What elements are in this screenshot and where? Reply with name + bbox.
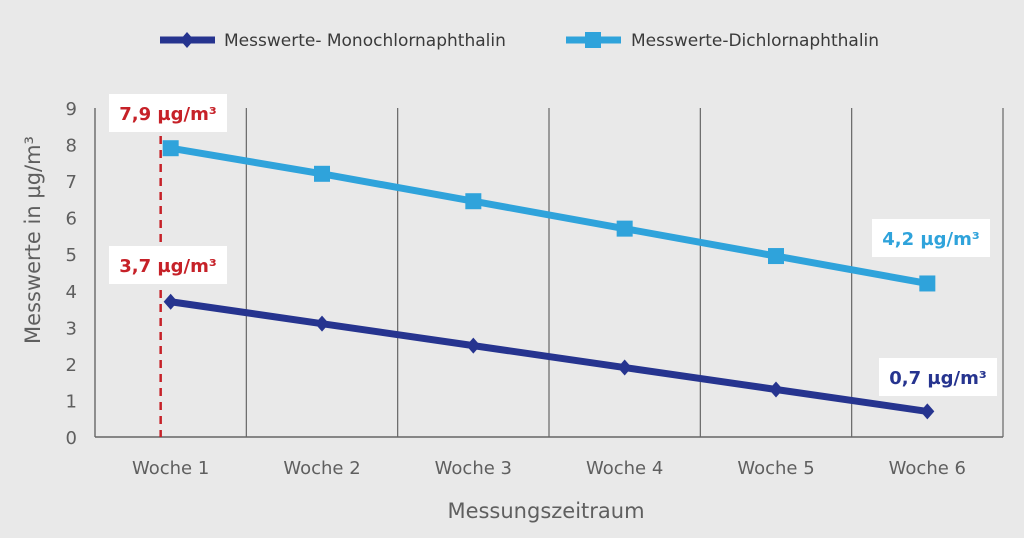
annotation-box [879,358,997,396]
data-point [768,248,784,265]
y-tick-label: 7 [66,172,77,193]
data-point [314,165,330,182]
x-tick-label: Woche 1 [132,458,209,479]
y-tick-label: 3 [66,318,77,339]
annotation-label: 0,7 µg/m³ [889,368,987,389]
x-tick-label: Woche 3 [435,458,512,479]
data-point [466,337,481,354]
series-line [170,298,928,415]
data-point [162,140,179,157]
annotations: 7,9 µg/m³ 3,7 µg/m³ 4,2 µg/m³ 0,7 µg/m³ [109,94,997,437]
data-point [919,275,936,292]
annotation-box [109,94,227,132]
y-tick-label: 9 [66,99,77,120]
data-point [920,403,935,420]
y-tick-label: 1 [66,391,77,412]
y-tick-label: 8 [66,136,77,157]
y-tick-label: 5 [66,245,77,266]
y-axis-title: Messwerte in µg/m³ [21,136,45,344]
data-point [465,193,482,210]
annotation-box [109,246,227,284]
legend-label: Messwerte-Dichlornaphthalin [631,31,879,51]
legend-marker [585,32,601,48]
series-line [170,144,928,287]
data-point [769,381,783,398]
data-point [315,315,329,332]
y-tick-label: 2 [66,355,77,376]
y-tick-label: 0 [66,428,77,449]
annotation-label: 3,7 µg/m³ [119,256,217,277]
annotation-label: 7,9 µg/m³ [119,104,217,125]
x-tick-label: Woche 5 [737,458,814,479]
legend-marker [180,32,194,48]
legend-label: Messwerte- Monochlornaphthalin [224,31,506,51]
data-point [617,359,632,376]
annotation-box [872,219,990,257]
axes: 0 1 2 3 4 5 6 7 8 9 Woche 1 Woche 2 Woche 3 Woche 4 Wo… [66,99,1003,479]
data-point [616,220,633,237]
y-tick-label: 6 [66,209,77,230]
data-point [163,293,178,310]
x-axis-title: Messungszeitraum [447,499,644,523]
y-tick-label: 4 [66,282,77,303]
annotation-label: 4,2 µg/m³ [882,229,980,250]
x-tick-label: Woche 6 [889,458,966,479]
legend: Messwerte- Monochlornaphthalin Messwerte-… [160,31,879,51]
x-tick-label: Woche 4 [586,458,663,479]
x-tick-label: Woche 2 [283,458,360,479]
series-group [162,140,936,420]
